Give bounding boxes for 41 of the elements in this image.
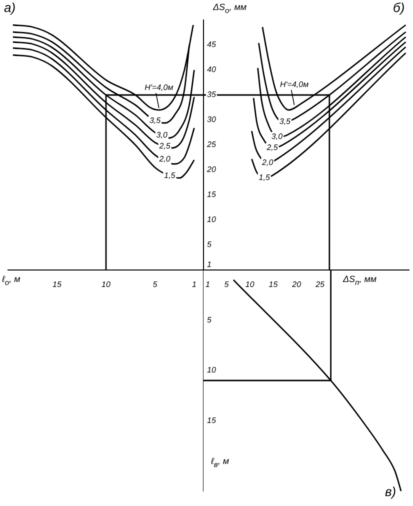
annotation: 2,0 [158,154,171,164]
y-tick-label: 1 [207,260,212,270]
y-tick-label: 40 [207,65,216,74]
y-tick-label: 5 [207,315,212,324]
y-tick-label: 20 [206,165,216,174]
annotation: 1,5 [258,173,270,182]
annotation: 2,0 [261,158,274,168]
annotation: 2,5 [266,143,278,152]
text: в) [385,484,396,499]
annotation: 3,5 [279,117,292,126]
y-tick-label: 15 [207,416,216,425]
annotation: H'=4,0м [280,80,310,90]
x-tick-label: 1 [192,280,196,290]
x-tick-label: 5 [152,280,158,290]
x-axis-title: ΔS$_{п}$, мм [343,274,377,287]
annotation: 1,5 [164,171,176,180]
x-tick-label: 25 [314,280,326,290]
annotation: 3,0 [156,130,168,140]
x-tick-label: 10 [102,280,111,290]
x-tick-label: 15 [52,280,62,290]
y-tick-label: 10 [207,215,216,224]
y-tick-label: 15 [207,190,216,200]
y-tick-label: 30 [207,115,216,124]
x-tick-label: 15 [268,280,278,290]
chart-title: а) [4,0,16,15]
y-axis-title: ΔS$_{о}$, мм [213,2,247,15]
x-tick-label: 10 [245,280,255,290]
x-axis-title: ℓ$_{о}$, м [2,274,20,287]
annotation: 2,5 [158,142,171,151]
x-tick-label: 20 [291,280,302,290]
annotation: 3,5 [149,116,162,126]
y-tick-label: 45 [207,40,216,50]
chart-title: б) [393,0,405,15]
x-tick-label: 5 [224,280,230,290]
annotation: 3,0 [271,132,284,142]
y-axis-title: ℓ$_{в}$, м [211,456,230,469]
annotation: H'=4,0м [144,83,174,92]
y-tick-label: 25 [206,140,216,150]
y-tick-label: 5 [207,240,212,250]
y-tick-label: 35 [207,90,216,100]
y-tick-label: 10 [207,366,216,375]
